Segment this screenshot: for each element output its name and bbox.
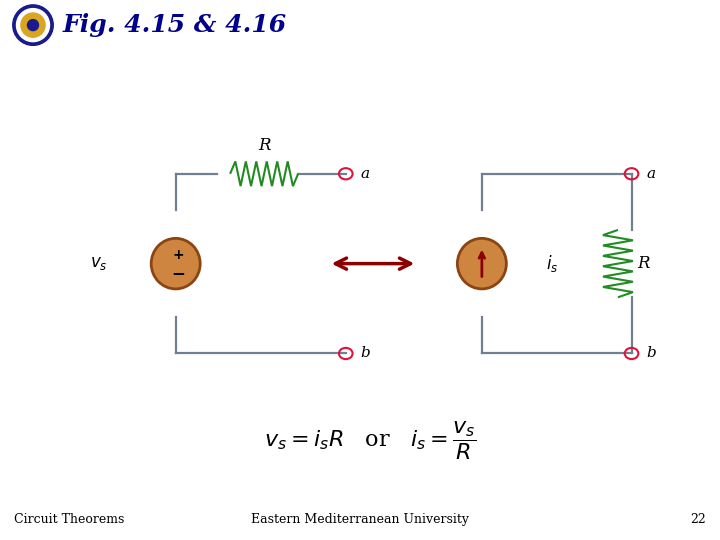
Text: 22: 22: [690, 513, 706, 526]
Text: a: a: [361, 167, 370, 181]
Text: Circuit Theorems: Circuit Theorems: [14, 513, 125, 526]
Text: −: −: [171, 264, 185, 282]
Text: R: R: [637, 255, 649, 272]
Circle shape: [13, 5, 53, 45]
Text: +: +: [173, 248, 184, 262]
Text: b: b: [647, 347, 656, 361]
Text: a: a: [647, 167, 656, 181]
Ellipse shape: [457, 238, 506, 289]
Circle shape: [17, 9, 50, 42]
Text: R: R: [258, 137, 271, 154]
Text: Eastern Mediterranean University: Eastern Mediterranean University: [251, 513, 469, 526]
Text: $v_s = i_s R$   or   $i_s = \dfrac{v_s}{R}$: $v_s = i_s R$ or $i_s = \dfrac{v_s}{R}$: [264, 419, 476, 462]
Circle shape: [27, 19, 38, 31]
Circle shape: [21, 13, 45, 37]
Ellipse shape: [151, 238, 200, 289]
Text: $i_s$: $i_s$: [546, 253, 559, 274]
Text: b: b: [361, 347, 371, 361]
Text: Fig. 4.15 & 4.16: Fig. 4.15 & 4.16: [63, 13, 287, 37]
Text: $v_s$: $v_s$: [90, 255, 108, 272]
Circle shape: [11, 3, 55, 47]
